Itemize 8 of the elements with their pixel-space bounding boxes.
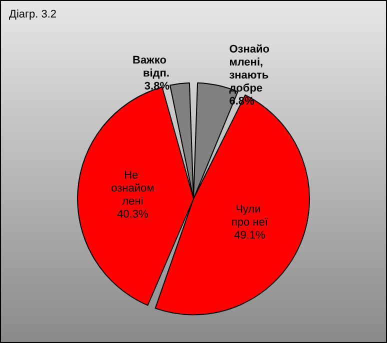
data-label: 3.8% <box>144 80 170 93</box>
data-label: 40.3% <box>117 208 148 220</box>
chart-title: Діагр. 3.2 <box>9 8 57 20</box>
slice-label: Не ознайомлені <box>111 169 154 208</box>
slice-label: Ознайомлені, знають добре <box>229 44 272 95</box>
slice-label: Чули про неї <box>231 203 268 228</box>
data-label: 49.1% <box>234 229 266 242</box>
slice-label: Важко відп. <box>132 54 170 80</box>
